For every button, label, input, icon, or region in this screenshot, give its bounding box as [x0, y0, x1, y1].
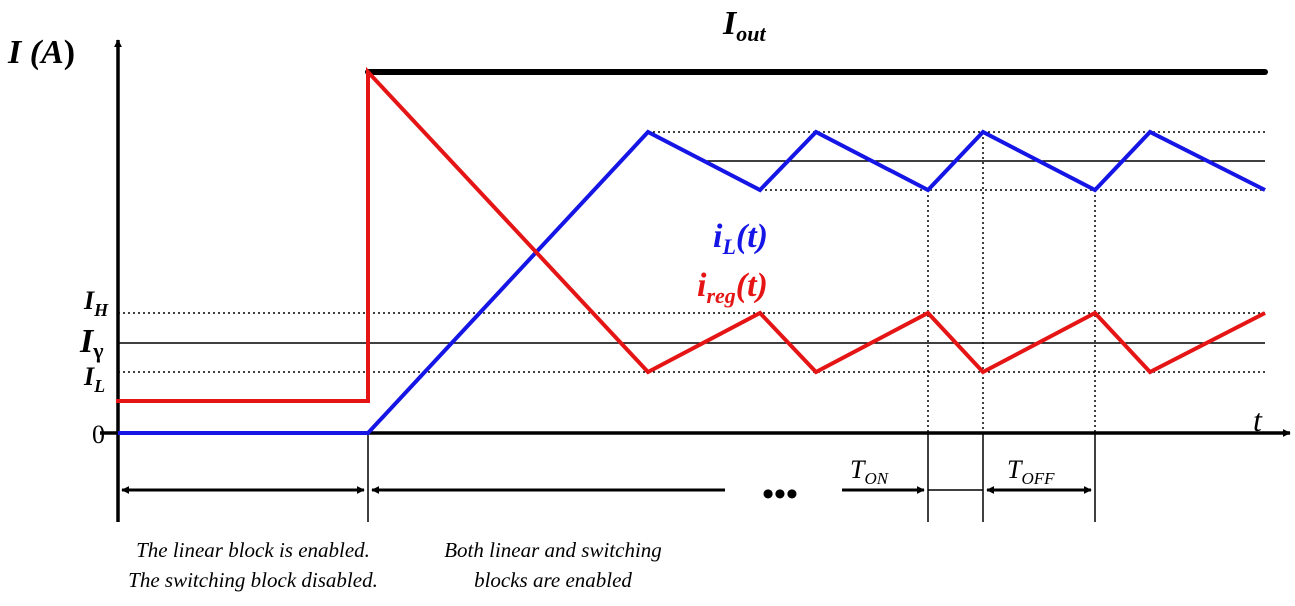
igamma-label-main: I: [79, 323, 95, 360]
iout-label-main: I: [722, 5, 738, 42]
reference-dotted-lines: [118, 131, 1265, 433]
igamma-label: Iγ: [79, 323, 104, 363]
il-label-main: I: [83, 362, 95, 391]
inductor-current-label-main: i: [713, 218, 723, 255]
regulator-current-label-arg: (t): [736, 267, 768, 304]
reference-solid-lines: [118, 160, 1265, 344]
inductor-current-waveform: [118, 129, 1266, 435]
y-axis-label: I (A): [7, 34, 75, 71]
ton-label-main: T: [850, 455, 866, 484]
il-label: IL: [83, 362, 105, 396]
y-axis-label-main: I (: [7, 34, 44, 71]
ih-label-main: I: [83, 286, 95, 315]
ton-label-sub: ON: [864, 469, 889, 488]
x-axis-label: t: [1253, 402, 1263, 438]
ih-label-sub: H: [93, 300, 109, 320]
linear-phase-caption-line1: The linear block is enabled.: [136, 538, 370, 562]
continuation-ellipsis: •••: [762, 476, 798, 513]
toff-label-sub: OFF: [1021, 469, 1055, 488]
regulator-current-waveform: [116, 66, 1266, 403]
iout-label-sub: out: [736, 21, 766, 46]
ton-label: TON: [850, 455, 890, 488]
regulator-current-label: ireg(t): [697, 267, 768, 308]
inductor-current-label-arg: (t): [736, 218, 768, 255]
regulator-current-label-main: i: [697, 267, 707, 304]
inductor-current-label-sub: L: [721, 234, 735, 259]
il-label-sub: L: [93, 376, 105, 396]
toff-label: TOFF: [1007, 455, 1055, 488]
axes: [100, 39, 1291, 522]
y-axis-label-close: ): [64, 34, 75, 71]
timing-ticks: [367, 433, 1096, 522]
inductor-current-label: iL(t): [713, 218, 768, 259]
y-axis-unit: A: [39, 34, 64, 71]
both-phase-caption-line2: blocks are enabled: [474, 568, 632, 592]
linear-phase-caption-line2: The switching block disabled.: [128, 568, 378, 592]
both-phase-caption-line1: Both linear and switching: [444, 538, 662, 562]
origin-label: 0: [92, 420, 105, 449]
regulator-current-label-sub: reg: [706, 283, 735, 308]
iout-label: Iout: [722, 5, 766, 46]
igamma-label-sub: γ: [92, 338, 103, 363]
toff-label-main: T: [1007, 455, 1023, 484]
ih-label: IH: [83, 286, 109, 320]
